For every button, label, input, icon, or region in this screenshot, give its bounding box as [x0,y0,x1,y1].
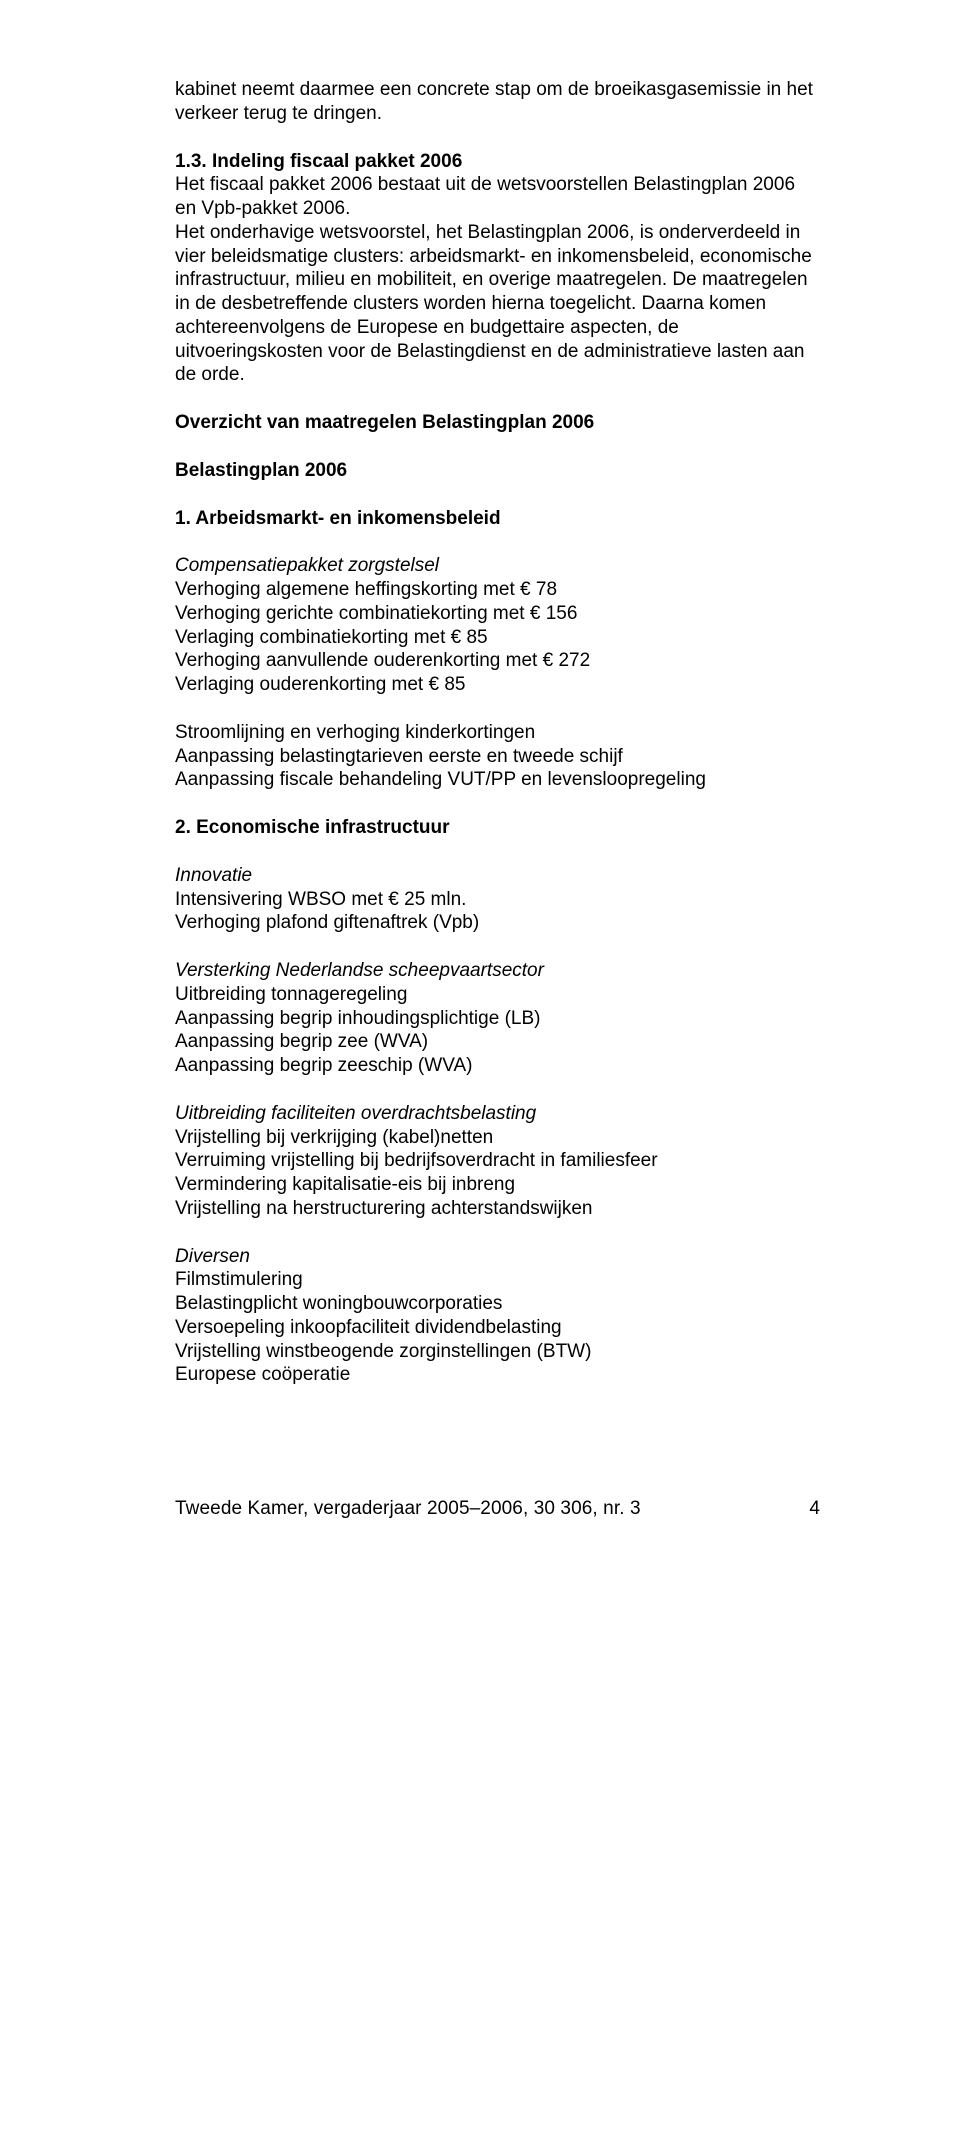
list-item: Verhoging plafond giftenaftrek (Vpb) [175,911,820,935]
s1-g1-title: Compensatiepakket zorgstelsel [175,554,820,578]
s2-group-1: Innovatie Intensivering WBSO met € 25 ml… [175,864,820,935]
list-item: Stroomlijning en verhoging kinderkorting… [175,721,820,745]
list-item: Aanpassing begrip zee (WVA) [175,1030,820,1054]
list-item: Verhoging algemene heffingskorting met €… [175,578,820,602]
list-item: Verhoging gerichte combinatiekorting met… [175,602,820,626]
overview-heading: Overzicht van maatregelen Belastingplan … [175,411,820,435]
footer-left: Tweede Kamer, vergaderjaar 2005–2006, 30… [175,1497,641,1521]
list-item: Uitbreiding tonnageregeling [175,983,820,1007]
bp-heading: Belastingplan 2006 [175,459,820,483]
s1-group-2: Stroomlijning en verhoging kinderkorting… [175,721,820,792]
list-item: Aanpassing belastingtarieven eerste en t… [175,745,820,769]
list-item: Filmstimulering [175,1268,820,1292]
list-item: Verlaging combinatiekorting met € 85 [175,626,820,650]
s2-g4-title: Diversen [175,1245,820,1269]
list-item: Verhoging aanvullende ouderenkorting met… [175,649,820,673]
list-item: Europese coöperatie [175,1363,820,1387]
list-item: Verlaging ouderenkorting met € 85 [175,673,820,697]
list-item: Vrijstelling winstbeogende zorginstellin… [175,1340,820,1364]
document-page: kabinet neemt daarmee een concrete stap … [0,0,960,1581]
s2-g3-title: Uitbreiding faciliteiten overdrachtsbela… [175,1102,820,1126]
section-1-3-p2: Het onderhavige wetsvoorstel, het Belast… [175,222,812,386]
list-item: Belastingplicht woningbouwcorporaties [175,1292,820,1316]
section-1-3-p1: Het fiscaal pakket 2006 bestaat uit de w… [175,174,795,219]
list-item: Verruiming vrijstelling bij bedrijfsover… [175,1149,820,1173]
s2-title: 2. Economische infrastructuur [175,816,820,840]
s2-g2-title: Versterking Nederlandse scheepvaartsecto… [175,959,820,983]
s1-title: 1. Arbeidsmarkt- en inkomensbeleid [175,507,820,531]
s2-group-3: Uitbreiding faciliteiten overdrachtsbela… [175,1102,820,1221]
section-1-3: 1.3. Indeling fiscaal pakket 2006 Het fi… [175,150,820,388]
list-item: Vrijstelling na herstructurering achters… [175,1197,820,1221]
section-1-3-title: 1.3. Indeling fiscaal pakket 2006 [175,151,462,172]
s2-g1-title: Innovatie [175,864,820,888]
list-item: Vrijstelling bij verkrijging (kabel)nett… [175,1126,820,1150]
page-footer: Tweede Kamer, vergaderjaar 2005–2006, 30… [175,1497,820,1521]
s1-group-1: Compensatiepakket zorgstelsel Verhoging … [175,554,820,697]
list-item: Aanpassing begrip inhoudingsplichtige (L… [175,1007,820,1031]
list-item: Intensivering WBSO met € 25 mln. [175,888,820,912]
list-item: Versoepeling inkoopfaciliteit dividendbe… [175,1316,820,1340]
s2-group-4: Diversen Filmstimulering Belastingplicht… [175,1245,820,1388]
list-item: Vermindering kapitalisatie-eis bij inbre… [175,1173,820,1197]
lead-paragraph: kabinet neemt daarmee een concrete stap … [175,78,820,126]
page-number: 4 [809,1497,820,1521]
list-item: Aanpassing begrip zeeschip (WVA) [175,1054,820,1078]
list-item: Aanpassing fiscale behandeling VUT/PP en… [175,768,820,792]
s2-group-2: Versterking Nederlandse scheepvaartsecto… [175,959,820,1078]
